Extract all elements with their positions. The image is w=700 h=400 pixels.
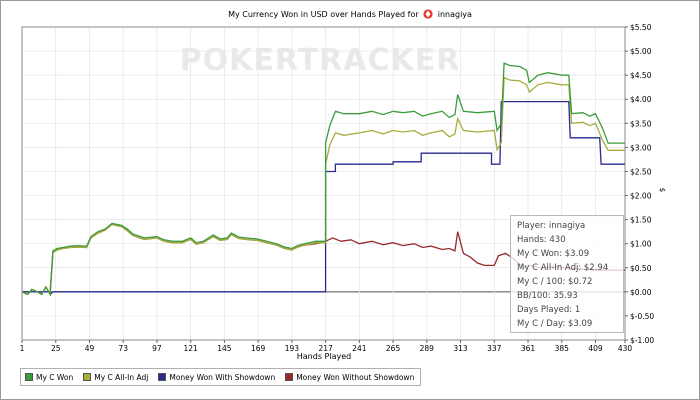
series-line-money-won-with-showdown (22, 100, 625, 296)
x-tick-label: 289 (420, 344, 435, 353)
y-tick-label: $4.50 (630, 71, 652, 80)
x-tick-label: 313 (453, 344, 468, 353)
player-stats-tooltip: Player: innagiya Hands: 430 My C Won: $3.0… (510, 215, 624, 333)
pokertracker-logo-icon (423, 9, 433, 19)
x-tick-label: 97 (152, 344, 162, 353)
tooltip-line: My C / 100: $0.72 (517, 277, 593, 287)
chart-title: My Currency Won in USD over Hands Played… (0, 9, 700, 19)
y-tick-label: $1.50 (630, 216, 652, 225)
chart-legend: My C Won My C All-In Adj Money Won With Sh… (20, 368, 422, 386)
series-line-my-c-all-in-adj (21, 76, 625, 297)
x-axis-label: Hands Played (297, 352, 351, 361)
x-tick-label: 241 (352, 344, 367, 353)
y-axis-label: $ (658, 187, 667, 193)
y-axis-ticks: $-1.00 $-0.50 $0.00 $0.50 $1.00 $1.50 $2.00 $2.… (625, 23, 654, 345)
title-prefix: My Currency Won in USD over Hands Played… (228, 10, 419, 19)
y-tick-label: $-0.50 (630, 312, 654, 321)
legend-swatch (25, 373, 33, 381)
series-line-my-c-won (21, 62, 625, 297)
x-tick-label: 49 (85, 344, 95, 353)
legend-swatch (285, 373, 294, 381)
tooltip-line: My C Won: $3.09 (517, 249, 590, 259)
tooltip-line: My C All-In Adj: $2.94 (517, 263, 609, 273)
legend-item: Money Won Without Showdown (281, 373, 420, 382)
y-tick-label: $4.00 (630, 95, 652, 104)
y-tick-label: $2.50 (630, 167, 652, 176)
y-tick-label: $5.50 (630, 23, 652, 32)
y-tick-label: $1.00 (630, 240, 652, 249)
legend-swatch (158, 373, 167, 381)
x-tick-label: 430 (618, 344, 633, 353)
y-tick-label: $5.00 (630, 47, 652, 56)
x-tick-label: 385 (555, 344, 570, 353)
tooltip-line: My C / Day: $3.09 (517, 319, 593, 329)
x-axis-ticks: 1 25 49 73 97 121 145 169 193 217 241 265 289 313 337 3… (20, 340, 633, 353)
pokertracker-watermark: POKERTRACKER (180, 43, 461, 78)
legend-item: Money Won With Showdown (154, 373, 281, 382)
y-tick-label: $0.00 (630, 288, 652, 297)
series-lines (21, 62, 625, 297)
legend-label: Money Won With Showdown (169, 372, 276, 382)
x-tick-label: 337 (487, 344, 502, 353)
x-tick-label: 193 (285, 344, 300, 353)
x-tick-label: 121 (184, 344, 199, 353)
title-player: innagiya (437, 10, 472, 19)
legend-label: My C Won (36, 372, 74, 382)
x-tick-label: 1 (20, 344, 25, 353)
y-tick-label: $2.00 (630, 192, 652, 201)
tooltip-line: Days Played: 1 (517, 305, 581, 315)
legend-swatch (83, 373, 92, 381)
x-tick-label: 409 (588, 344, 603, 353)
x-tick-label: 169 (251, 344, 266, 353)
x-tick-label: 217 (318, 344, 333, 353)
tooltip-line: Player: innagiya (517, 221, 586, 231)
tooltip-line: BB/100: 35.93 (517, 291, 578, 301)
x-tick-label: 265 (386, 344, 401, 353)
legend-label: Money Won Without Showdown (296, 372, 415, 382)
legend-label: My C All-In Adj (94, 372, 149, 382)
legend-item: My C All-In Adj (79, 373, 154, 382)
x-tick-label: 73 (118, 344, 128, 353)
x-tick-label: 361 (521, 344, 536, 353)
plot-area (21, 26, 626, 341)
x-tick-label: 145 (217, 344, 232, 353)
x-tick-label: 25 (51, 344, 61, 353)
y-tick-label: $-1.00 (630, 336, 654, 345)
y-tick-label: $3.50 (630, 119, 652, 128)
y-tick-label: $0.50 (630, 264, 652, 273)
tooltip-line: Hands: 430 (517, 235, 566, 245)
y-tick-label: $3.00 (630, 143, 652, 152)
legend-item: My C Won (21, 373, 79, 382)
